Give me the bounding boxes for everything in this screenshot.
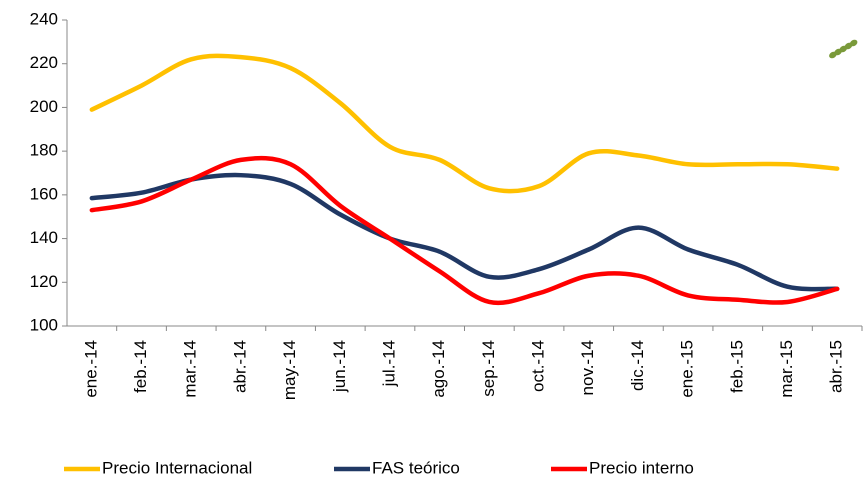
- x-tick-label: ago.-14: [429, 340, 448, 398]
- series-line: [89, 155, 840, 306]
- x-tick-label: may.-14: [280, 340, 299, 400]
- x-tick-label: nov.-14: [578, 340, 597, 395]
- x-tick-label: mar.-14: [181, 340, 200, 398]
- y-tick-label: 160: [30, 184, 58, 203]
- x-tick-label: abr.-14: [230, 340, 249, 393]
- x-tick-label: jul.-14: [379, 340, 398, 387]
- legend-label: Precio Internacional: [102, 458, 252, 477]
- series-line: [89, 172, 840, 292]
- y-tick-label: 140: [30, 228, 58, 247]
- x-tick-label: ene.-14: [81, 340, 100, 398]
- x-tick-label: ene.-15: [678, 340, 697, 398]
- x-tick-label: feb.-14: [131, 340, 150, 393]
- wheat-grain: [849, 39, 858, 47]
- y-tick-label: 200: [30, 97, 58, 116]
- y-tick-label: 220: [30, 53, 58, 72]
- x-tick-label: mar.-15: [777, 340, 796, 398]
- y-tick-label: 180: [30, 141, 58, 160]
- series-line: [89, 53, 840, 194]
- wheat-icon: [829, 39, 858, 59]
- x-tick-label: jun.-14: [330, 340, 349, 393]
- x-tick-label: oct.-14: [529, 340, 548, 392]
- legend-label: FAS teórico: [372, 458, 460, 477]
- x-tick-label: abr.-15: [827, 340, 846, 393]
- legend-label: Precio interno: [589, 458, 694, 477]
- x-tick-label: sep.-14: [479, 340, 498, 397]
- y-tick-label: 120: [30, 272, 58, 291]
- y-tick-label: 240: [30, 9, 58, 28]
- x-tick-label: dic.-14: [628, 340, 647, 391]
- y-tick-label: 100: [30, 315, 58, 334]
- x-tick-label: feb.-15: [727, 340, 746, 393]
